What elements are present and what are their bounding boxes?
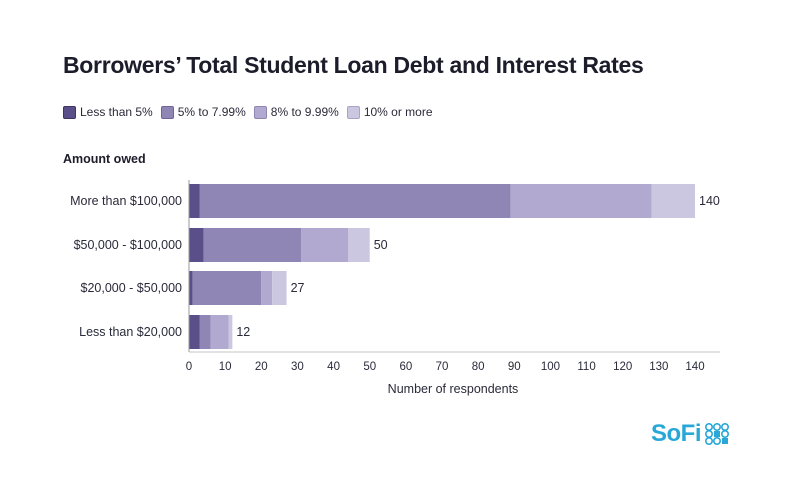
x-tick-label: 30 [291,361,304,373]
bar-segment [651,184,695,218]
bar-segment [189,184,200,218]
total-label: 140 [699,194,720,208]
chart-title: Borrowers’ Total Student Loan Debt and I… [63,52,644,78]
total-label: 12 [236,325,250,339]
legend-swatch [346,105,360,119]
x-tick-label: 70 [436,361,449,373]
bar-segment [189,271,193,305]
x-tick-label: 100 [541,361,560,373]
bar-segment [261,271,273,305]
bar-segment [510,184,652,218]
x-tick-label: 120 [613,361,632,373]
bar-segment [348,228,370,262]
x-tick-label: 0 [186,361,192,373]
sofi-logo-icon [704,422,729,446]
legend-swatch [253,105,267,119]
legend-item-5-to-7-99: 5% to 7.99% [160,105,246,119]
x-axis-title: Number of respondents [388,382,519,396]
x-tick-label: 10 [219,361,232,373]
bar-segment [272,271,287,305]
legend-label: Less than 5% [80,105,153,119]
legend-label: 8% to 9.99% [270,105,339,119]
x-tick-label: 110 [577,361,595,373]
x-tick-label: 80 [472,361,485,373]
bar-segment [301,228,349,262]
bar-segment [199,184,511,218]
category-label: $20,000 - $50,000 [81,281,183,295]
bar-segment [189,228,204,262]
x-tick-label: 40 [327,361,340,373]
legend-label: 10% or more [363,105,433,119]
bar-segment [228,315,233,349]
x-tick-label: 20 [255,361,268,373]
total-label: 50 [374,238,388,252]
y-axis-title: Amount owed [63,152,146,166]
legend: Less than 5% 5% to 7.99% 8% to 9.99% 10%… [63,105,441,119]
bar-segment [210,315,229,349]
x-tick-label: 140 [685,361,704,373]
category-label: $50,000 - $100,000 [74,238,182,252]
legend-swatch [63,105,76,119]
x-tick-label: 60 [399,361,412,373]
bar-segment [192,271,262,305]
bar-segment [203,228,302,262]
x-tick-label: 50 [363,361,376,373]
bar-segment [199,315,211,349]
category-label: Less than $20,000 [79,325,182,339]
sofi-logo-text: SoFi [651,420,702,447]
x-tick-label: 90 [508,361,521,373]
category-label: More than $100,000 [70,194,182,208]
legend-item-10-or-more: 10% or more [346,105,433,119]
x-tick-label: 130 [649,361,668,373]
legend-item-less-than-5: Less than 5% [63,105,153,119]
total-label: 27 [291,281,305,295]
sofi-logo: SoFi [651,420,730,448]
legend-swatch [160,105,174,119]
bar-segment [189,315,200,349]
legend-item-8-to-9-99: 8% to 9.99% [253,105,339,119]
legend-label: 5% to 7.99% [177,105,246,119]
